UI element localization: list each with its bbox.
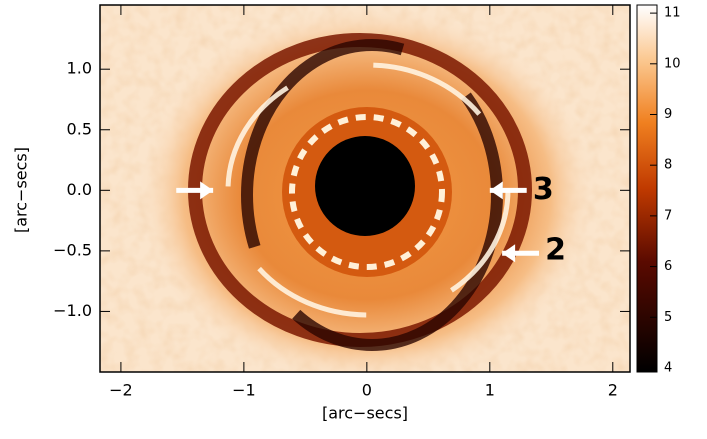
x-tick-label: −1 [232, 381, 256, 400]
y-axis-label: [arc−secs] [12, 147, 31, 233]
colorbar-tick-label: 5 [664, 310, 672, 325]
x-tick-label: 1 [485, 381, 495, 400]
colorbar-tick-label: 4 [664, 360, 672, 375]
colorbar [636, 4, 658, 373]
colorbar-tick-label: 9 [664, 107, 672, 122]
y-tick-label: −1.0 [53, 301, 92, 320]
colorbar-tick-label: 8 [664, 158, 672, 173]
plot-frame [99, 4, 631, 373]
arrow-head [489, 181, 503, 200]
arrow-head [502, 244, 516, 263]
colorbar-tick-label: 7 [664, 208, 672, 223]
annotation: 2 [545, 232, 566, 267]
y-tick-label: 1.0 [67, 59, 92, 78]
x-tick-label: −2 [109, 381, 133, 400]
image [100, 5, 630, 372]
arrow-head [200, 181, 214, 200]
x-tick-label: 2 [608, 381, 618, 400]
y-tick-label: −0.5 [53, 240, 92, 259]
y-tick-label: 0.0 [67, 180, 92, 199]
colorbar-tick-label: 6 [664, 259, 672, 274]
annotation: 3 [533, 172, 554, 207]
x-tick-label: 0 [362, 381, 372, 400]
colorbar-tick-label: 10 [664, 56, 681, 71]
colorbar-tick-label: 11 [664, 6, 681, 21]
x-axis-label: [arc−secs] [322, 404, 408, 423]
y-tick-label: 0.5 [67, 119, 92, 138]
